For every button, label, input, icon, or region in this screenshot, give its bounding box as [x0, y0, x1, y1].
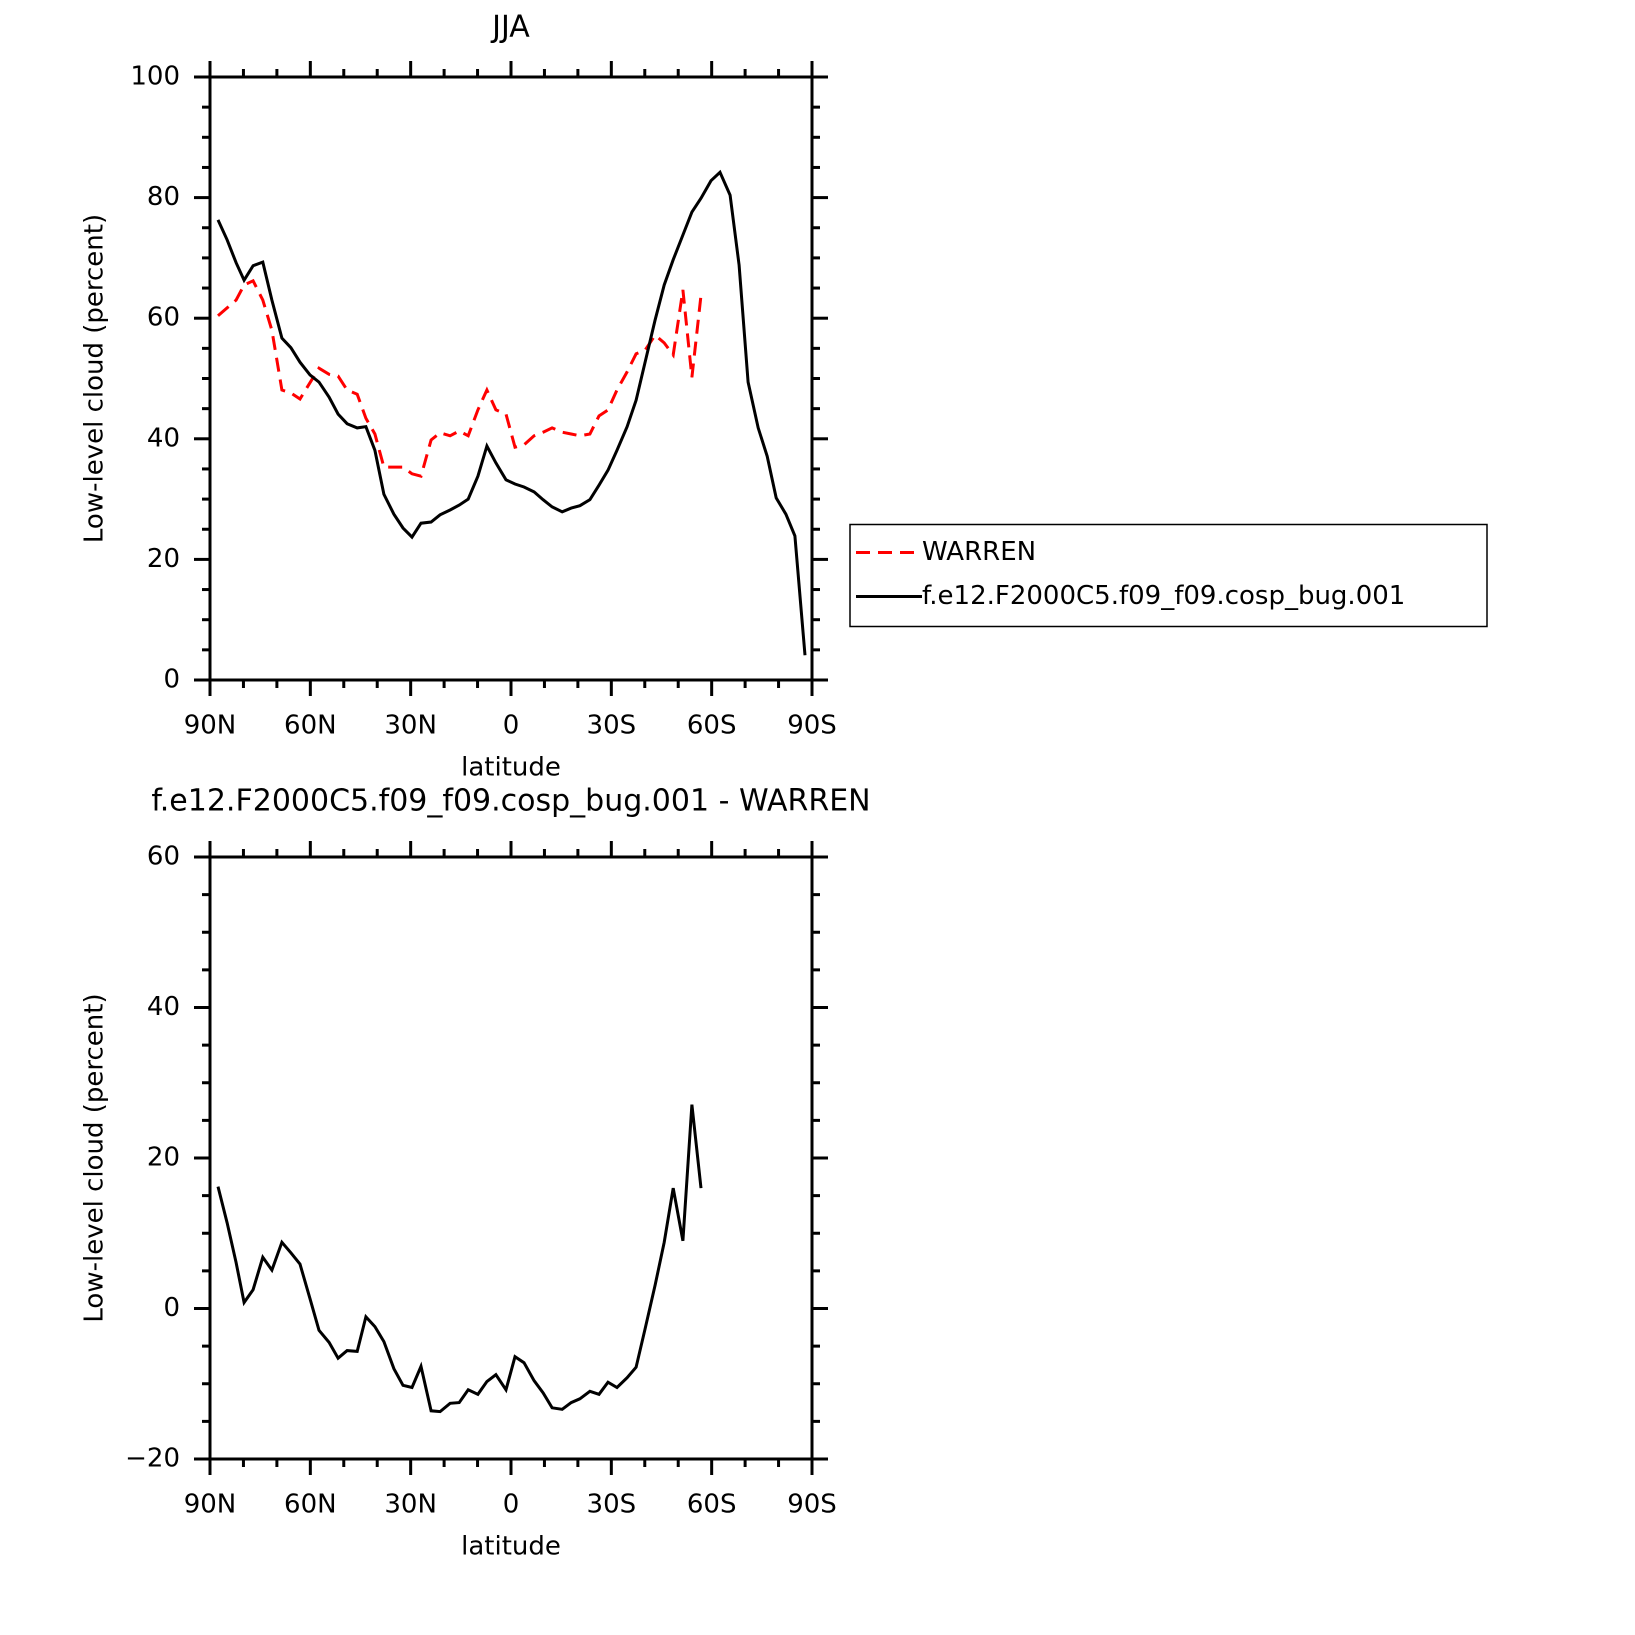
- y-tick-label: 100: [130, 62, 180, 92]
- legend-box: [849, 523, 1488, 628]
- legend-label: WARREN: [922, 537, 1036, 567]
- plot-frame: [208, 75, 814, 682]
- legend-label: f.e12.F2000C5.f09_f09.cosp_bug.001: [922, 581, 1405, 611]
- legend: WARREN f.e12.F2000C5.f09_f09.cosp_bug.001: [849, 523, 1488, 628]
- y-tick-label: −20: [125, 1444, 180, 1474]
- y-axis-label: Low-level cloud (percent): [80, 993, 110, 1322]
- x-tick-label: 60S: [687, 711, 737, 741]
- y-tick-label: 40: [147, 992, 180, 1022]
- x-tick-label: 30S: [587, 1490, 637, 1520]
- x-tick-label: 90S: [787, 1490, 837, 1520]
- y-tick-label: 20: [147, 544, 180, 574]
- data-line: [217, 278, 703, 479]
- data-line: [216, 1104, 703, 1414]
- chart-title: JJA: [490, 10, 530, 45]
- y-tick-label: 20: [147, 1143, 180, 1173]
- x-tick-label: 0: [503, 711, 520, 741]
- x-tick-label: 30N: [384, 1490, 437, 1520]
- y-tick-label: 60: [147, 303, 180, 333]
- data-line: [216, 169, 807, 656]
- y-tick-label: 0: [163, 1293, 180, 1323]
- y-tick-label: 40: [147, 423, 180, 453]
- x-axis-label: latitude: [461, 753, 561, 783]
- x-tick-label: 90N: [184, 711, 237, 741]
- y-axis-label: Low-level cloud (percent): [80, 214, 110, 543]
- y-tick-label: 80: [147, 182, 180, 212]
- chart-title: f.e12.F2000C5.f09_f09.cosp_bug.001 - WAR…: [151, 784, 870, 819]
- x-tick-label: 90S: [787, 711, 837, 741]
- x-axis-label: latitude: [461, 1532, 561, 1562]
- y-tick-label: 60: [147, 842, 180, 872]
- x-tick-label: 30S: [587, 711, 637, 741]
- x-tick-label: 90N: [184, 1490, 237, 1520]
- x-tick-label: 60S: [687, 1490, 737, 1520]
- x-tick-label: 60N: [284, 711, 337, 741]
- x-tick-label: 60N: [284, 1490, 337, 1520]
- y-tick-label: 0: [163, 665, 180, 695]
- x-tick-label: 30N: [384, 711, 437, 741]
- x-tick-label: 0: [503, 1490, 520, 1520]
